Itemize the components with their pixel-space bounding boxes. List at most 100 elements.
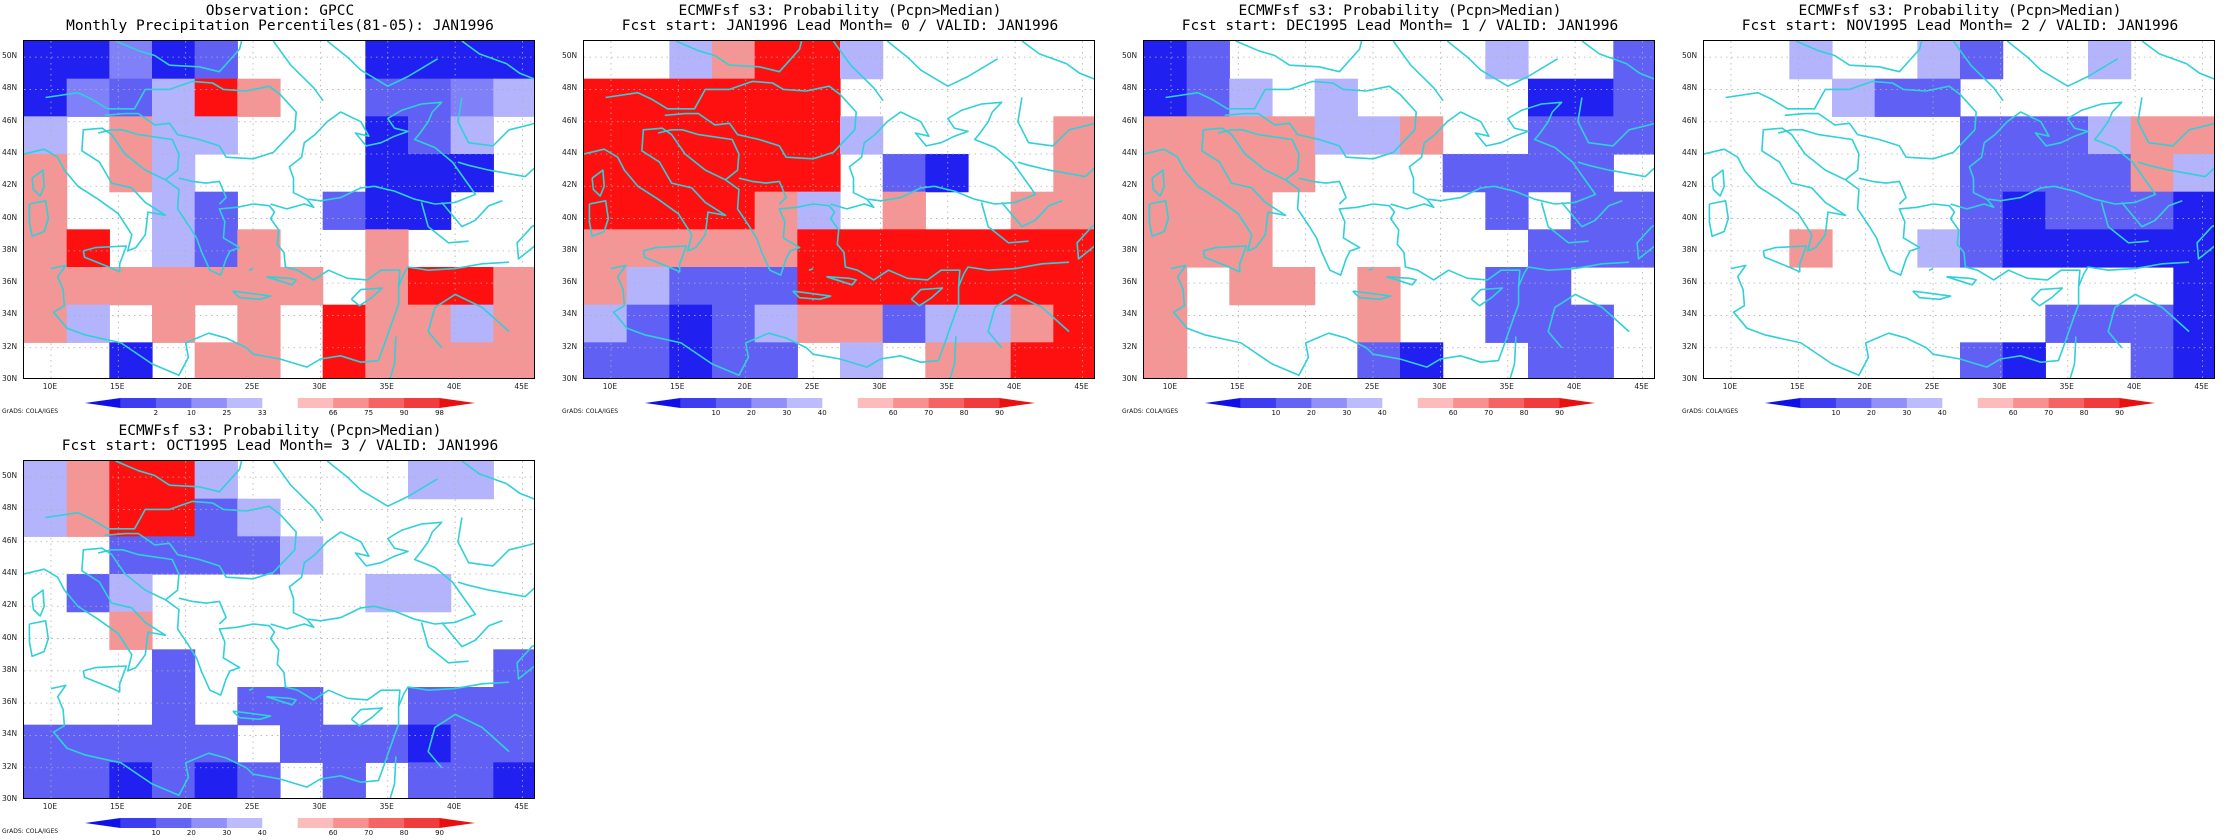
map-svg <box>1704 41 2214 378</box>
coastline <box>1561 200 1623 228</box>
grid-cell <box>882 267 926 306</box>
grid-cell <box>754 342 798 378</box>
grid-cell <box>408 191 452 230</box>
grid-cell <box>1613 116 1654 155</box>
grid-cell <box>754 154 798 193</box>
grid-cell <box>840 229 884 268</box>
grid-cell <box>194 229 238 268</box>
grid-cell <box>797 116 841 155</box>
grid-cell <box>365 116 409 155</box>
lat-tick-label: 46N <box>2 535 18 545</box>
grid-cell <box>925 342 969 378</box>
coastline <box>326 461 439 508</box>
panel-title-line1: ECMWFsf s3: Probability (Pcpn>Median) <box>1798 3 2122 19</box>
coastline <box>427 293 510 349</box>
grid-cell <box>66 724 110 763</box>
grid-cell <box>152 536 196 575</box>
coastline <box>1165 80 1418 160</box>
coastline <box>2030 287 2064 307</box>
colorbar-arrow-right <box>1559 398 1595 408</box>
coastline <box>832 41 884 102</box>
colorbar-segment <box>226 398 263 408</box>
coastline <box>1795 41 1850 66</box>
grid-cell <box>1528 78 1572 117</box>
grid-cell <box>1010 342 1054 378</box>
lat-tick-label: 36N <box>1122 277 1138 287</box>
grid-cell <box>194 191 238 230</box>
colorbar-segment <box>1800 398 1837 408</box>
lat-tick-label: 32N <box>1682 341 1698 351</box>
colorbar-segment <box>1346 398 1383 408</box>
colorbar-segment <box>404 398 441 408</box>
grid-cell <box>1272 267 1316 306</box>
coastline <box>248 267 254 271</box>
grid-cell <box>1229 267 1273 306</box>
grid-cell <box>24 762 68 798</box>
grid-cell <box>24 724 68 763</box>
coastline <box>115 461 170 486</box>
colorbar-segment <box>368 818 405 828</box>
grid-cell <box>194 41 238 80</box>
colorbar-segment <box>1240 398 1277 408</box>
lat-tick-label: 38N <box>1122 244 1138 254</box>
grid-cell <box>237 498 281 537</box>
grid-cell <box>1960 342 2004 378</box>
grid-cell <box>1010 304 1054 343</box>
lon-tick-label: 35E <box>379 382 394 391</box>
colorbar-segment <box>1275 398 1312 408</box>
colorbar-tick-label: 60 <box>328 829 338 837</box>
panel-title-line1: ECMWFsf s3: Probability (Pcpn>Median) <box>1238 3 1562 19</box>
lat-tick-label: 32N <box>2 341 18 351</box>
coastline <box>516 224 534 260</box>
coastline <box>28 620 50 658</box>
grid-cell <box>1144 116 1188 155</box>
lon-tick-label: 25E <box>1364 382 1380 391</box>
coastline <box>2137 161 2214 178</box>
grid-cell <box>194 536 238 575</box>
map-panel: ECMWFsf s3: Probability (Pcpn>Median) Fcs… <box>1120 0 1680 420</box>
lon-tick-label: 35E <box>2059 382 2074 391</box>
grid-cell <box>1528 342 1572 378</box>
grid-cell <box>925 229 969 268</box>
grid-cell <box>754 229 798 268</box>
colorbar-tick-label: 80 <box>2079 409 2089 417</box>
grid-cell <box>1053 229 1094 268</box>
colorbar-arrow-right <box>2119 398 2155 408</box>
precip-map <box>1143 40 1655 379</box>
grid-cell <box>1485 191 1529 230</box>
lon-tick-label: 30E <box>1432 382 1447 391</box>
grid-cell <box>1528 229 1572 268</box>
grid-cell <box>1917 41 1961 80</box>
colorbar-tick-label: 40 <box>1377 409 1387 417</box>
grid-cell <box>450 461 494 500</box>
lat-tick-label: 40N <box>2 212 18 222</box>
lon-tick-label: 45E <box>514 802 529 811</box>
colorbar-segment <box>751 398 788 408</box>
lon-tick-label: 35E <box>1499 382 1514 391</box>
colorbar-arrow-right <box>999 398 1035 408</box>
grid-cell <box>24 461 68 500</box>
grads-credit: GrADS: COLA/IGES <box>1122 408 1179 415</box>
grid-cell <box>1485 267 1529 306</box>
lat-tick-label: 30N <box>2 794 18 803</box>
colorbar-segment <box>928 398 965 408</box>
coastline <box>949 336 957 378</box>
coastline <box>584 127 961 368</box>
coastline <box>420 622 469 664</box>
colorbar-tick-label: 30 <box>1342 409 1352 417</box>
panel-title-line1: Observation: GPCC <box>205 3 355 19</box>
colorbar-segment <box>297 398 334 408</box>
colorbar-tick-label: 60 <box>888 409 898 417</box>
grid-cell <box>2088 229 2132 268</box>
coastline <box>50 684 254 797</box>
coastline <box>792 290 832 301</box>
grid-cell <box>24 191 68 230</box>
lon-tick-label: 20E <box>737 382 752 391</box>
grid-cell <box>493 78 534 117</box>
lon-tick-label: 40E <box>447 382 462 391</box>
lat-tick-label: 48N <box>2 503 18 513</box>
lat-tick-label: 32N <box>1122 341 1138 351</box>
colorbar-tick-label: 10 <box>186 409 196 417</box>
coastline <box>1235 41 1290 66</box>
colorbar-tick-label: 98 <box>435 409 444 417</box>
